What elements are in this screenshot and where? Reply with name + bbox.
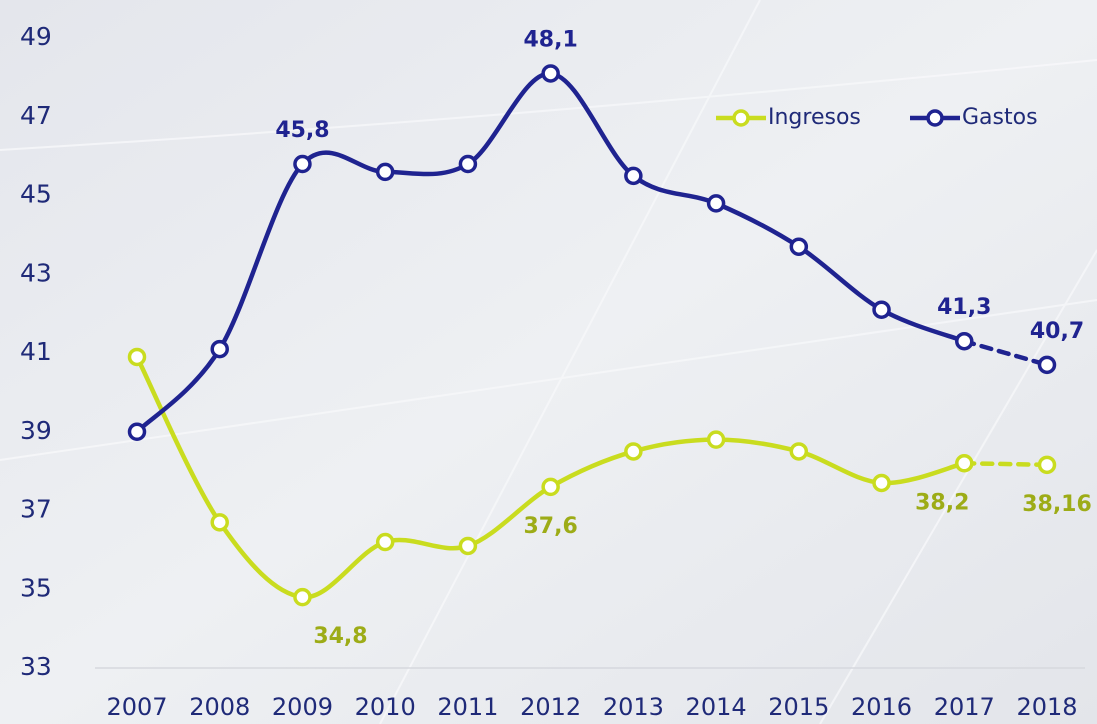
data-label: 37,6 — [523, 514, 577, 539]
y-tick-label: 39 — [20, 416, 52, 445]
y-tick-label: 47 — [20, 101, 52, 130]
point — [789, 237, 809, 256]
x-tick-label: 2017 — [934, 693, 995, 721]
data-label: 45,8 — [275, 118, 329, 143]
point — [872, 300, 891, 319]
x-tick-label: 2009 — [272, 693, 333, 721]
data-label: 41,3 — [937, 295, 991, 320]
data-label: 48,1 — [523, 27, 577, 52]
x-tick-label: 2010 — [355, 693, 416, 721]
point — [293, 587, 312, 607]
point — [458, 536, 478, 556]
point — [210, 513, 229, 532]
y-tick-label: 37 — [20, 495, 52, 524]
data-label: 38,2 — [915, 490, 969, 515]
point — [624, 166, 643, 186]
point — [955, 454, 974, 473]
point — [706, 430, 726, 449]
legend-label: Gastos — [962, 105, 1038, 130]
point — [127, 422, 147, 441]
data-label: 34,8 — [313, 624, 367, 649]
point — [541, 477, 560, 497]
point — [293, 154, 312, 174]
x-tick-label: 2018 — [1016, 693, 1077, 721]
point — [210, 339, 229, 359]
y-tick-label: 45 — [20, 180, 52, 209]
point — [1037, 355, 1057, 375]
point — [127, 347, 147, 367]
legend-label: Ingresos — [768, 105, 861, 130]
y-tick-label: 35 — [20, 573, 52, 602]
x-tick-label: 2016 — [851, 693, 912, 721]
point — [458, 154, 478, 174]
y-tick-label: 41 — [20, 337, 52, 366]
legend-marker — [926, 109, 944, 127]
data-label: 40,7 — [1030, 319, 1084, 344]
x-tick-label: 2011 — [437, 693, 498, 721]
y-tick-label: 49 — [20, 22, 52, 51]
point — [706, 194, 726, 213]
x-tick-label: 2015 — [768, 693, 829, 721]
series-line — [134, 354, 967, 600]
point — [955, 331, 974, 351]
legend-marker — [732, 109, 750, 127]
data-label: 38,16 — [1022, 492, 1092, 517]
x-tick-label: 2014 — [686, 693, 747, 721]
point — [375, 532, 395, 552]
point — [541, 64, 560, 83]
x-tick-label: 2007 — [106, 693, 167, 721]
y-tick-label: 43 — [20, 258, 52, 287]
point — [375, 162, 395, 182]
point — [789, 442, 809, 461]
x-tick-label: 2013 — [603, 693, 664, 721]
point — [624, 442, 643, 461]
x-tick-label: 2012 — [520, 693, 581, 721]
series-line — [134, 71, 967, 434]
x-tick-label: 2008 — [189, 693, 250, 721]
point — [1037, 455, 1057, 475]
y-tick-label: 33 — [20, 652, 52, 681]
point — [872, 473, 891, 493]
